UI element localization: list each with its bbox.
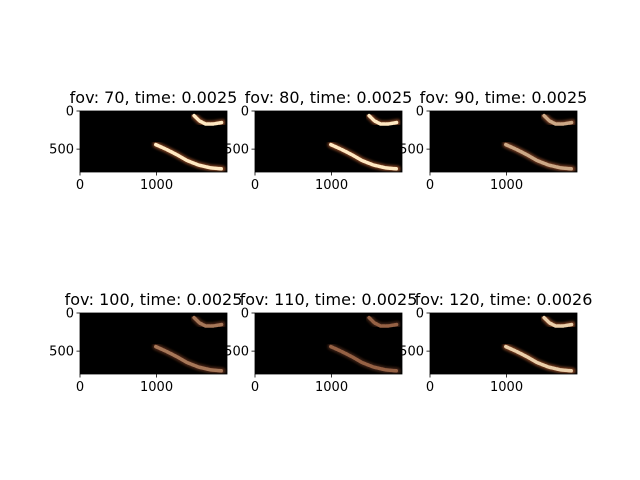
x-tick-label: 1000 xyxy=(140,178,173,193)
x-tick-label: 1000 xyxy=(140,380,173,395)
x-tick-label: 1000 xyxy=(315,380,348,395)
top-stroke xyxy=(542,315,575,328)
panel-2: 0 1000 0 500 xyxy=(224,105,403,193)
panel-4: 0 1000 0 500 xyxy=(49,307,228,395)
panel-title: fov: 110, time: 0.0025 xyxy=(240,290,418,309)
top-stroke xyxy=(367,113,400,126)
y-tick-label: 0 xyxy=(241,105,249,120)
top-stroke xyxy=(192,315,225,328)
axes-frame xyxy=(429,312,578,375)
main-stroke xyxy=(504,142,575,171)
y-tick-label: 500 xyxy=(224,345,249,360)
x-tick-label: 0 xyxy=(251,380,259,395)
y-tick-label: 0 xyxy=(66,307,74,322)
panel-1: 0 1000 0 500 xyxy=(49,105,228,193)
y-tick-label: 0 xyxy=(416,307,424,322)
panel-5: 0 1000 0 500 xyxy=(224,307,403,395)
main-stroke xyxy=(329,344,400,373)
panel-6: 0 1000 0 500 xyxy=(399,307,578,395)
axes-frame xyxy=(254,110,403,173)
panel-title: fov: 70, time: 0.0025 xyxy=(70,88,238,107)
axes-frame xyxy=(254,312,403,375)
y-tick-label: 500 xyxy=(399,345,424,360)
y-tick-label: 500 xyxy=(49,143,74,158)
y-tick-label: 0 xyxy=(66,105,74,120)
axes-frame xyxy=(79,312,228,375)
main-stroke xyxy=(329,142,400,171)
main-stroke xyxy=(154,344,225,373)
x-tick-label: 1000 xyxy=(315,178,348,193)
panel-3: 0 1000 0 500 xyxy=(399,105,578,193)
top-stroke xyxy=(367,315,400,328)
y-tick-label: 500 xyxy=(49,345,74,360)
y-tick-label: 0 xyxy=(416,105,424,120)
y-tick-label: 500 xyxy=(399,143,424,158)
top-stroke xyxy=(542,113,575,126)
main-stroke xyxy=(504,344,575,373)
y-tick-label: 500 xyxy=(224,143,249,158)
x-tick-label: 0 xyxy=(251,178,259,193)
panel-title: fov: 80, time: 0.0025 xyxy=(245,88,413,107)
y-tick-label: 0 xyxy=(241,307,249,322)
x-tick-label: 0 xyxy=(426,178,434,193)
x-tick-label: 0 xyxy=(76,178,84,193)
x-tick-label: 1000 xyxy=(490,380,523,395)
panel-title: fov: 90, time: 0.0025 xyxy=(420,88,588,107)
main-stroke xyxy=(154,142,225,171)
x-tick-label: 0 xyxy=(76,380,84,395)
top-stroke xyxy=(192,113,225,126)
panel-title: fov: 120, time: 0.0026 xyxy=(415,290,593,309)
axes-frame xyxy=(429,110,578,173)
axes-frame xyxy=(79,110,228,173)
x-tick-label: 1000 xyxy=(490,178,523,193)
x-tick-label: 0 xyxy=(426,380,434,395)
panel-title: fov: 100, time: 0.0025 xyxy=(65,290,243,309)
